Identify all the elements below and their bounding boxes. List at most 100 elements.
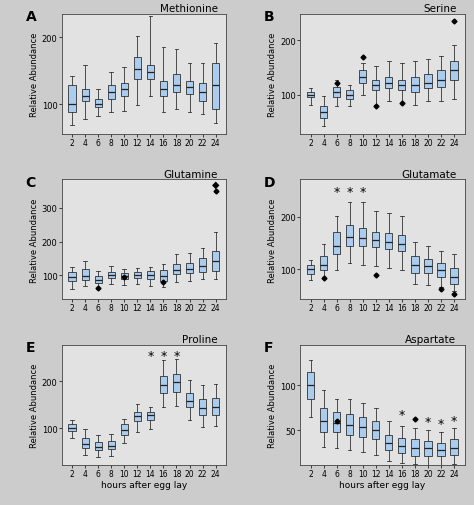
PathPatch shape <box>307 372 314 399</box>
PathPatch shape <box>160 271 167 282</box>
PathPatch shape <box>359 417 366 437</box>
PathPatch shape <box>82 438 89 448</box>
PathPatch shape <box>307 93 314 98</box>
Text: *: * <box>147 350 154 363</box>
PathPatch shape <box>438 263 445 277</box>
PathPatch shape <box>438 443 445 457</box>
PathPatch shape <box>450 62 458 80</box>
PathPatch shape <box>173 375 180 392</box>
PathPatch shape <box>333 413 340 432</box>
PathPatch shape <box>121 424 128 435</box>
PathPatch shape <box>398 80 405 91</box>
PathPatch shape <box>424 441 431 456</box>
Text: ◆: ◆ <box>212 179 219 189</box>
PathPatch shape <box>95 277 102 284</box>
Text: Proline: Proline <box>182 334 218 344</box>
PathPatch shape <box>173 265 180 275</box>
Y-axis label: Relative Abundance: Relative Abundance <box>268 33 277 117</box>
PathPatch shape <box>385 233 392 250</box>
Text: Serine: Serine <box>423 5 456 14</box>
PathPatch shape <box>320 107 327 118</box>
PathPatch shape <box>173 75 180 93</box>
PathPatch shape <box>212 398 219 415</box>
PathPatch shape <box>147 272 154 280</box>
PathPatch shape <box>212 251 219 272</box>
PathPatch shape <box>372 232 379 247</box>
Text: A: A <box>26 11 36 24</box>
PathPatch shape <box>320 408 327 432</box>
PathPatch shape <box>411 78 419 93</box>
Text: Methionine: Methionine <box>160 5 218 14</box>
Y-axis label: Relative Abundance: Relative Abundance <box>30 33 39 117</box>
PathPatch shape <box>346 414 353 435</box>
Y-axis label: Relative Abundance: Relative Abundance <box>268 198 277 282</box>
PathPatch shape <box>333 232 340 255</box>
PathPatch shape <box>372 80 379 91</box>
PathPatch shape <box>385 435 392 450</box>
Text: *: * <box>425 416 431 429</box>
PathPatch shape <box>320 257 327 271</box>
PathPatch shape <box>450 269 458 284</box>
PathPatch shape <box>186 393 193 407</box>
PathPatch shape <box>411 257 419 274</box>
PathPatch shape <box>108 272 115 279</box>
PathPatch shape <box>121 83 128 97</box>
PathPatch shape <box>333 87 340 98</box>
Text: Aspartate: Aspartate <box>405 334 456 344</box>
Y-axis label: Relative Abundance: Relative Abundance <box>30 198 39 282</box>
PathPatch shape <box>68 273 76 282</box>
Text: F: F <box>264 340 273 354</box>
PathPatch shape <box>359 229 366 246</box>
PathPatch shape <box>438 71 445 87</box>
PathPatch shape <box>82 270 89 281</box>
PathPatch shape <box>199 83 206 102</box>
PathPatch shape <box>385 78 392 89</box>
PathPatch shape <box>359 71 366 84</box>
Y-axis label: Relative Abundance: Relative Abundance <box>268 363 277 447</box>
PathPatch shape <box>82 90 89 102</box>
PathPatch shape <box>134 58 141 80</box>
PathPatch shape <box>186 264 193 274</box>
Text: C: C <box>26 175 36 189</box>
PathPatch shape <box>398 438 405 453</box>
PathPatch shape <box>68 424 76 431</box>
Text: *: * <box>399 409 405 422</box>
PathPatch shape <box>160 82 167 97</box>
Text: B: B <box>264 11 274 24</box>
Text: *: * <box>451 414 457 427</box>
PathPatch shape <box>411 439 419 456</box>
PathPatch shape <box>95 442 102 450</box>
PathPatch shape <box>68 86 76 113</box>
PathPatch shape <box>398 236 405 251</box>
Y-axis label: Relative Abundance: Relative Abundance <box>30 363 39 447</box>
PathPatch shape <box>372 422 379 439</box>
PathPatch shape <box>95 100 102 108</box>
PathPatch shape <box>346 225 353 246</box>
Text: Glutamate: Glutamate <box>401 169 456 179</box>
PathPatch shape <box>186 82 193 95</box>
Text: *: * <box>160 350 166 363</box>
PathPatch shape <box>346 91 353 100</box>
Text: E: E <box>26 340 35 354</box>
Text: *: * <box>360 185 366 198</box>
PathPatch shape <box>147 412 154 420</box>
Text: Glutamine: Glutamine <box>164 169 218 179</box>
PathPatch shape <box>212 64 219 110</box>
PathPatch shape <box>450 439 458 455</box>
PathPatch shape <box>121 273 128 280</box>
PathPatch shape <box>134 272 141 279</box>
PathPatch shape <box>424 75 431 89</box>
X-axis label: hours after egg lay: hours after egg lay <box>339 481 426 489</box>
PathPatch shape <box>424 259 431 274</box>
X-axis label: hours after egg lay: hours after egg lay <box>100 481 187 489</box>
PathPatch shape <box>108 441 115 449</box>
PathPatch shape <box>160 376 167 393</box>
Text: *: * <box>438 418 444 430</box>
PathPatch shape <box>134 412 141 421</box>
PathPatch shape <box>199 399 206 415</box>
Text: *: * <box>173 350 180 363</box>
Text: *: * <box>334 185 340 198</box>
Text: *: * <box>346 185 353 198</box>
PathPatch shape <box>199 258 206 273</box>
PathPatch shape <box>108 86 115 99</box>
